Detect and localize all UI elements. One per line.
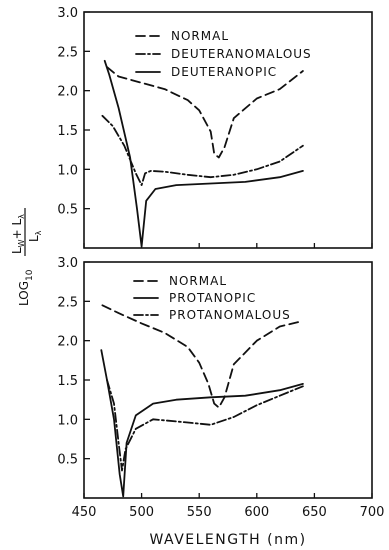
top-curve-normal: [106, 66, 304, 159]
y-label-log-sub: 10: [25, 269, 35, 281]
xtick-label: 550: [187, 505, 212, 520]
y-label-den: L: [27, 235, 41, 242]
y-label-num: L: [10, 247, 24, 254]
y-label-log: LOG: [17, 281, 31, 306]
top-ytick-label: 0.5: [57, 203, 78, 218]
bottom-ytick-label: 1.0: [57, 413, 78, 428]
legend-label-normal-bottom: NORMAL: [169, 274, 227, 288]
y-label-num-plus: + L: [10, 219, 24, 240]
svg-text:LW+ Lλ: LW+ Lλ: [10, 214, 26, 254]
svg-text:LOG10: LOG10: [17, 269, 35, 306]
xtick-label: 450: [72, 505, 97, 520]
x-axis-label: WAVELENGTH (nm): [149, 532, 306, 548]
bottom-axis-ticks: 3.0 2.5 2.0 1.5 1.0 0.5 450 500 550 600 650 700: [57, 256, 384, 520]
bottom-curve-protanomalous: [106, 379, 304, 472]
xtick-label: 700: [360, 505, 385, 520]
legend-label-normal-top: NORMAL: [171, 29, 229, 43]
bottom-ytick-label: 3.0: [57, 256, 78, 271]
bottom-ytick-label: 2.0: [57, 335, 78, 350]
top-curve-deuteranopic: [103, 59, 304, 248]
top-ytick-label: 1.5: [57, 124, 78, 139]
bottom-legend: NORMAL PROTANOPIC PROTANOMALOUS: [133, 274, 291, 322]
top-ytick-label: 2.5: [57, 45, 78, 60]
y-label-num-sub: W: [17, 239, 26, 247]
top-ytick-label: 1.0: [57, 163, 78, 178]
bottom-panel-curves: [100, 304, 304, 498]
svg-text:Lλ: Lλ: [27, 230, 43, 242]
bottom-ytick-label: 1.5: [57, 374, 78, 389]
bottom-ytick-label: 2.5: [57, 295, 78, 310]
top-curve-deuteranomalous: [101, 114, 304, 187]
xtick-label: 650: [302, 505, 327, 520]
legend-label-protanomalous: PROTANOMALOUS: [169, 308, 291, 322]
bottom-curve-protanopic: [100, 349, 304, 498]
y-axis-label: LOG10 LW+ Lλ Lλ: [10, 208, 43, 306]
y-label-den-sub: λ: [34, 230, 43, 235]
top-axis-ticks: 3.0 2.5 2.0 1.5 1.0 0.5: [57, 6, 373, 248]
top-legend: NORMAL DEUTERANOMALOUS DEUTERANOPIC: [135, 29, 312, 79]
legend-label-deuteranopic: DEUTERANOPIC: [171, 65, 277, 79]
y-label-num-plus-sub: λ: [17, 214, 26, 219]
top-panel-curves: [101, 59, 304, 248]
bottom-ytick-label: 0.5: [57, 453, 78, 468]
top-ytick-label: 2.0: [57, 85, 78, 100]
bottom-curve-normal: [101, 304, 304, 409]
legend-label-deuteranomalous: DEUTERANOMALOUS: [171, 47, 312, 61]
top-ytick-label: 3.0: [57, 6, 78, 21]
xtick-label: 600: [244, 505, 269, 520]
legend-label-protanopic: PROTANOPIC: [169, 291, 256, 305]
xtick-label: 500: [129, 505, 154, 520]
